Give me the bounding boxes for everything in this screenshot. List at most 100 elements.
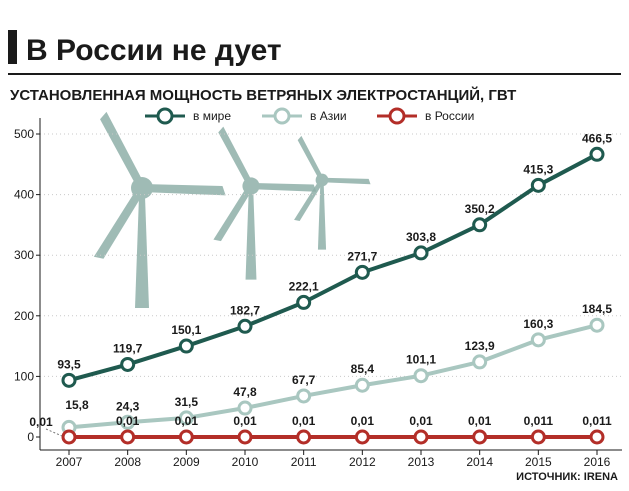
data-label: 101,1	[406, 353, 436, 367]
y-tick-label: 100	[14, 369, 34, 383]
data-point	[354, 377, 370, 393]
data-label: 0,01	[468, 414, 492, 428]
windmill-icon	[294, 135, 371, 250]
series-line	[68, 152, 598, 383]
data-point	[589, 429, 605, 445]
label-leader-line	[45, 428, 63, 437]
windmill-tower	[245, 192, 257, 280]
x-tick-label: 2010	[232, 455, 259, 469]
data-label: 47,8	[233, 385, 257, 399]
y-tick-label: 500	[14, 127, 34, 141]
data-point	[237, 318, 253, 334]
series-layer	[61, 146, 605, 445]
data-point	[237, 400, 253, 416]
data-point	[589, 317, 605, 333]
x-tick-label: 2015	[525, 455, 552, 469]
data-point	[61, 372, 77, 388]
data-label: 119,7	[113, 341, 143, 355]
data-point	[237, 429, 253, 445]
data-label: 271,7	[347, 249, 377, 263]
data-label: 182,7	[230, 303, 260, 317]
data-point	[296, 429, 312, 445]
data-label: 0,01	[292, 414, 316, 428]
windmill-blade	[294, 178, 324, 222]
data-point	[472, 429, 488, 445]
data-label: 0,01	[409, 414, 433, 428]
data-point	[296, 294, 312, 310]
windmill-icon	[93, 111, 226, 308]
title-block: В России не дует УСТАНОВЛЕННАЯ МОЩНОСТЬ …	[8, 30, 621, 104]
data-point	[530, 177, 546, 193]
legend-label: в мире	[193, 109, 231, 123]
data-label: 85,4	[351, 362, 375, 376]
windmill-hub	[131, 177, 153, 199]
data-point	[120, 356, 136, 372]
x-tick-label: 2009	[173, 455, 200, 469]
data-point	[120, 414, 136, 430]
y-tick-label: 300	[14, 248, 34, 262]
legend-swatch-marker	[273, 107, 291, 125]
x-tick-label: 2014	[466, 455, 493, 469]
windmill-icon	[213, 126, 317, 280]
windmill-blade	[213, 184, 254, 242]
legend-swatch-marker	[156, 107, 174, 125]
x-tick-label: 2012	[349, 455, 376, 469]
windmill-tower	[317, 184, 327, 250]
data-point	[472, 354, 488, 370]
legend-label: в Азии	[310, 109, 347, 123]
windmill-blade	[100, 111, 146, 190]
data-label: 0,01	[175, 414, 199, 428]
data-point	[354, 264, 370, 280]
windmill-blade	[321, 177, 371, 185]
x-tick-label: 2011	[291, 455, 317, 469]
data-label: 222,1	[289, 279, 319, 293]
legend-label: в России	[425, 109, 474, 123]
data-label: 184,5	[582, 302, 612, 316]
data-label: 466,5	[582, 131, 612, 145]
series-line	[68, 323, 598, 430]
data-label: 0,011	[524, 414, 554, 428]
source-note: ИСТОЧНИК: IRENA	[516, 471, 618, 483]
data-point	[472, 217, 488, 233]
data-label: 150,1	[171, 323, 201, 337]
data-point	[178, 429, 194, 445]
windmill-blade	[250, 182, 317, 192]
x-tick-label: 2007	[56, 455, 83, 469]
data-point	[589, 146, 605, 162]
windmill-blade	[218, 126, 254, 188]
data-label: 350,2	[465, 202, 495, 216]
data-point	[530, 429, 546, 445]
data-label: 67,7	[292, 373, 316, 387]
windmill-hub	[242, 177, 260, 195]
title-accent-bar	[8, 30, 17, 64]
windmill-blade	[141, 184, 226, 196]
y-tick-label: 400	[14, 188, 34, 202]
data-label: 0,01	[29, 415, 53, 429]
windmills-decoration	[93, 111, 371, 308]
legend-swatch-marker	[388, 107, 406, 125]
data-point	[413, 245, 429, 261]
y-tick-label: 200	[14, 309, 34, 323]
data-point	[61, 429, 77, 445]
data-label-layer: 93,5 119,7 150,1 182,7 222,1 271,7 303,8 350,2 4…	[29, 131, 612, 437]
data-point	[178, 338, 194, 354]
data-label: 415,3	[523, 162, 553, 176]
data-label: 123,9	[465, 339, 495, 353]
data-point	[120, 429, 136, 445]
data-label: 0,01	[351, 414, 375, 428]
x-tick-label: 2013	[408, 455, 435, 469]
windmill-tower	[135, 196, 149, 308]
windmill-blade	[297, 135, 325, 181]
axis-layer: 0 100 200 300 400 500 2007 2008 2009 2010 2011 2012…	[14, 118, 622, 469]
data-label: 0,011	[582, 414, 612, 428]
data-point	[354, 429, 370, 445]
x-tick-label: 2016	[584, 455, 611, 469]
data-label: 303,8	[406, 230, 436, 244]
data-label: 0,01	[233, 414, 257, 428]
y-tick-label: 0	[27, 430, 34, 444]
legend: в мире в Азии в России	[145, 107, 474, 125]
data-label: 24,3	[116, 399, 140, 413]
page-title: В России не дует	[26, 34, 282, 67]
chart-subtitle: УСТАНОВЛЕННАЯ МОЩНОСТЬ ВЕТРЯНЫХ ЭЛЕКТРОС…	[10, 86, 516, 104]
